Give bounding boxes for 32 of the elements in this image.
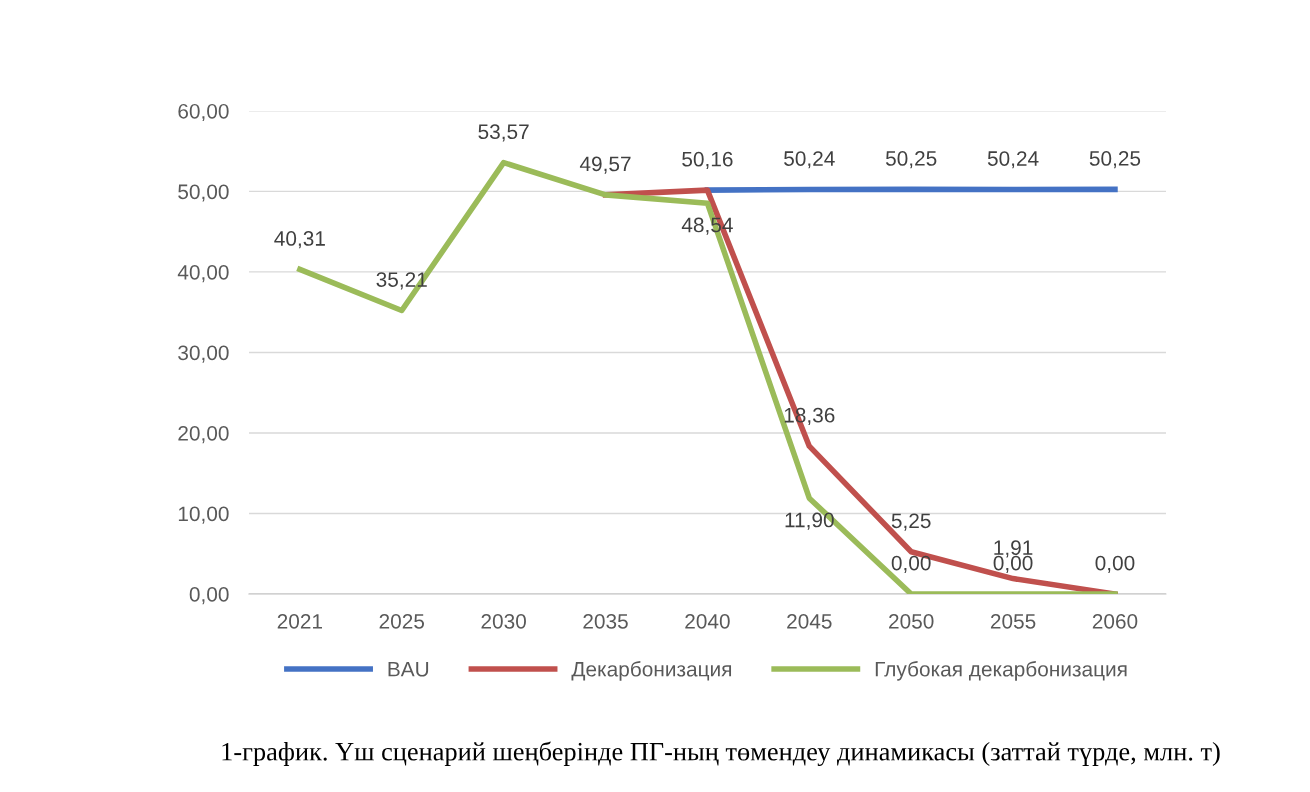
x-tick-label: 2050 [889, 613, 934, 629]
data-label: 0,00 [891, 555, 931, 573]
y-tick-label: 50,00 [178, 184, 229, 202]
y-tick-label: 30,00 [178, 345, 229, 363]
data-label: 11,90 [785, 512, 834, 530]
data-label: 50,24 [784, 151, 835, 169]
data-label: 50,25 [1089, 151, 1141, 169]
x-tick-label: 2045 [787, 613, 832, 629]
x-tick-label: 2030 [481, 613, 526, 629]
data-label: 50,24 [987, 151, 1039, 169]
data-label: 53,57 [478, 124, 529, 142]
y-tick-label: 0,00 [189, 587, 229, 605]
x-tick-label: 2021 [277, 613, 322, 629]
legend-label: Глубокая декарбонизация [875, 661, 1127, 681]
data-label: 0,00 [1095, 555, 1135, 573]
legend-label: Декарбонизация [571, 661, 732, 681]
data-label: 50,25 [885, 151, 937, 169]
data-label: 5,25 [891, 513, 931, 531]
data-label: 40,31 [274, 231, 325, 249]
legend-label: BAU [388, 662, 429, 677]
x-tick-label: 2040 [685, 613, 730, 629]
text: 1-график. Үш сценарий шеңберінде ПГ-ның төмендеу динамикасы (заттай түрде, млн. т) [222, 741, 1220, 767]
x-tick-label: 2035 [583, 613, 628, 629]
y-tick-label: 60,00 [178, 103, 229, 122]
y-tick-label: 10,00 [178, 506, 229, 524]
x-tick-label: 2060 [1092, 613, 1138, 629]
x-tick-label: 2055 [990, 613, 1036, 629]
y-tick-label: 40,00 [177, 264, 229, 283]
data-label: 49,57 [579, 156, 631, 174]
x-tick-label: 2025 [379, 613, 425, 629]
data-label: 50,16 [682, 151, 733, 170]
y-tick-label: 20,00 [178, 425, 229, 444]
